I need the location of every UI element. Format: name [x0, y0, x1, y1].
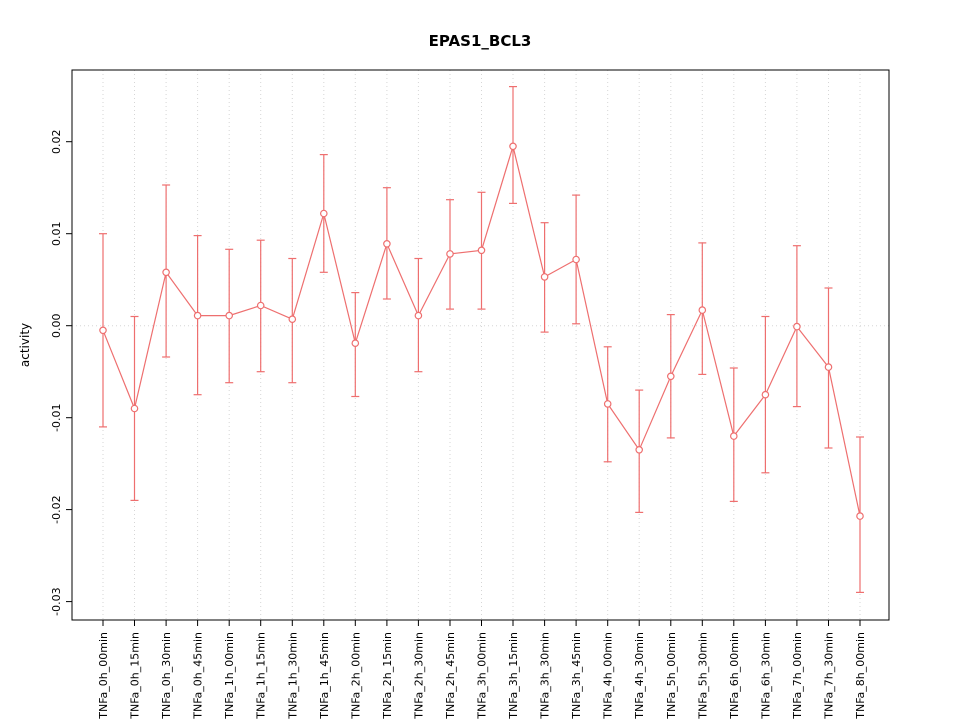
x-tick-label: TNFa_5h_30min	[696, 632, 709, 720]
x-tick-label: TNFa_3h_00min	[476, 632, 489, 720]
data-point	[666, 372, 675, 381]
data-point	[193, 311, 202, 320]
x-tick-label: TNFa_6h_00min	[728, 632, 741, 720]
x-tick-label: TNFa_2h_15min	[381, 632, 394, 720]
data-point	[477, 246, 486, 255]
y-tick-label: 0.02	[50, 129, 63, 154]
x-tick-label: TNFa_4h_30min	[633, 632, 646, 720]
y-tick-label: -0.01	[50, 403, 63, 431]
y-tick-label: 0.00	[50, 313, 63, 338]
x-tick-label: TNFa_5h_00min	[665, 632, 678, 720]
x-tick-label: TNFa_6h_30min	[759, 632, 772, 720]
data-point	[635, 445, 644, 454]
plot-box	[71, 69, 890, 621]
y-tick-label: -0.02	[50, 495, 63, 523]
data-point	[99, 326, 107, 335]
data-point	[256, 301, 265, 310]
data-point	[130, 404, 139, 413]
x-tick-label: TNFa_0h_45min	[192, 632, 205, 720]
data-point	[572, 255, 580, 264]
chart-title: EPAS1_BCL3	[429, 32, 532, 50]
data-point	[162, 268, 170, 277]
x-tick-label: TNFa_1h_30min	[286, 632, 299, 720]
x-tick-label: TNFa_7h_30min	[823, 632, 836, 720]
data-point	[225, 311, 234, 320]
y-axis-label: activity	[18, 323, 32, 367]
data-point	[603, 400, 612, 408]
x-tick-label: TNFa_2h_30min	[412, 632, 425, 720]
data-point	[824, 363, 833, 371]
data-point	[351, 339, 360, 348]
x-tick-label: TNFa_1h_15min	[255, 632, 268, 720]
data-point	[793, 322, 801, 331]
data-point	[540, 273, 549, 281]
x-tick-label: TNFa_0h_30min	[160, 632, 173, 720]
x-tick-label: TNFa_8h_00min	[854, 632, 867, 720]
plot-area: -0.03 -0.02 -0.01 0.00 0.01 0.02 TNFa_0h_00min…	[50, 69, 890, 720]
x-tick-label: TNFa_3h_45min	[570, 632, 583, 720]
data-point	[383, 240, 391, 248]
data-point	[698, 306, 707, 314]
x-tick-label: TNFa_0h_00min	[97, 632, 110, 720]
data-point	[288, 315, 297, 324]
y-tick-label: -0.03	[50, 587, 63, 615]
data-point	[319, 209, 328, 218]
x-tick-label: TNFa_3h_15min	[507, 632, 520, 720]
x-tick-label: TNFa_0h_15min	[129, 632, 142, 720]
data-point	[856, 512, 864, 520]
data-point	[761, 390, 770, 399]
y-tick-label: 0.01	[50, 221, 63, 246]
x-tick-label: TNFa_4h_00min	[602, 632, 615, 720]
x-tick-label: TNFa_7h_00min	[791, 632, 804, 720]
data-point	[446, 250, 454, 258]
x-tick-label: TNFa_1h_45min	[318, 632, 331, 720]
x-tick-label: TNFa_2h_00min	[349, 632, 362, 720]
data-point	[729, 432, 738, 440]
x-tick-label: TNFa_1h_00min	[223, 632, 236, 720]
data-point	[509, 142, 517, 151]
x-tick-label: TNFa_2h_45min	[444, 632, 457, 720]
data-point	[414, 311, 423, 320]
x-tick-label: TNFa_3h_30min	[539, 632, 552, 720]
